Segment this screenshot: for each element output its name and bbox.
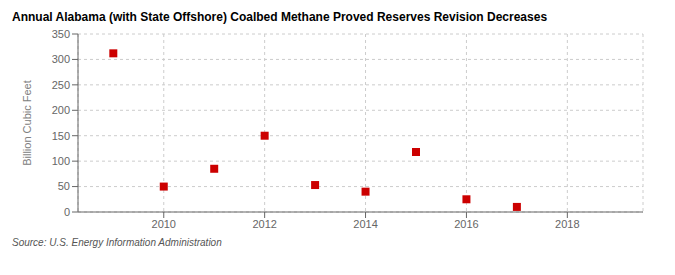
svg-text:2018: 2018 — [555, 218, 579, 230]
svg-text:100: 100 — [52, 155, 70, 167]
svg-text:150: 150 — [52, 130, 70, 142]
html-text:Annual Alabama (with State Off: Annual Alabama (with State Offshore) Coa… — [12, 10, 548, 24]
svg-text:200: 200 — [52, 104, 70, 116]
html-text:Source: U.S. Energy Informatio: Source: U.S. Energy Information Administ… — [12, 237, 222, 248]
svg-text:350: 350 — [52, 28, 70, 40]
svg-text:2014: 2014 — [353, 218, 377, 230]
svg-text:50: 50 — [58, 180, 70, 192]
svg-text:2012: 2012 — [252, 218, 276, 230]
svg-text:250: 250 — [52, 79, 70, 91]
svg-text:2016: 2016 — [454, 218, 478, 230]
svg-text:300: 300 — [52, 53, 70, 65]
svg-text:0: 0 — [64, 206, 70, 218]
svg-text:Billion Cubic Feet: Billion Cubic Feet — [21, 80, 33, 166]
svg-text:2010: 2010 — [152, 218, 176, 230]
